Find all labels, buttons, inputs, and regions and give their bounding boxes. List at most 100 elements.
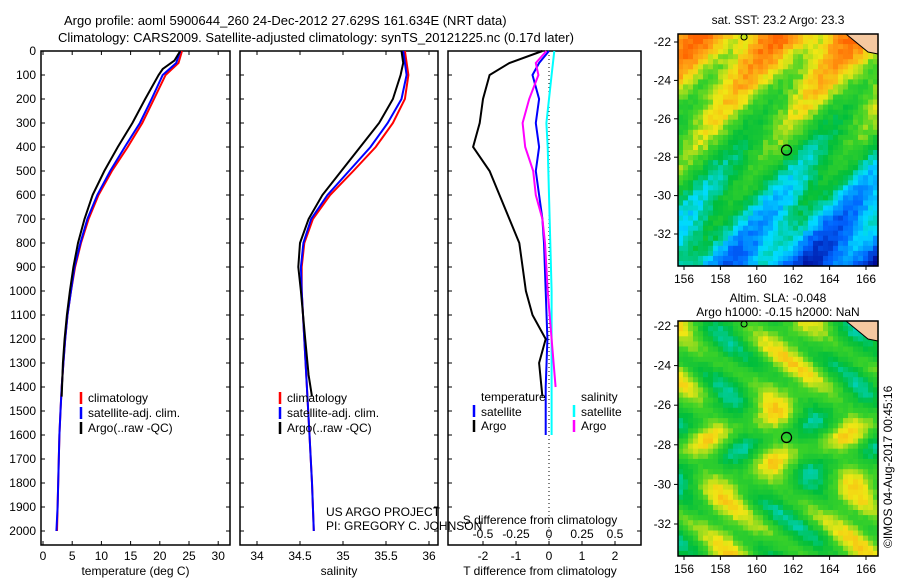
- map-cell: [818, 361, 824, 368]
- map-cell: [753, 356, 759, 363]
- map-cell: [783, 175, 789, 181]
- map-cell: [683, 114, 689, 121]
- map-cell: [768, 124, 774, 131]
- map-cell: [858, 255, 864, 262]
- map-cell: [768, 210, 774, 217]
- map-cell: [868, 155, 874, 161]
- map-cell: [688, 510, 694, 516]
- map-cell: [783, 489, 789, 496]
- map-cell: [683, 377, 689, 383]
- map-cell: [683, 392, 689, 399]
- map-cell: [868, 361, 874, 368]
- map-cell: [763, 230, 769, 237]
- map-cell: [758, 261, 764, 267]
- map-cell: [823, 515, 829, 521]
- map-cell: [713, 504, 719, 511]
- map-cell: [748, 134, 754, 141]
- map-cell: [868, 175, 874, 181]
- map-cell: [688, 160, 694, 166]
- map-cell: [708, 129, 714, 136]
- map-cell: [743, 438, 749, 445]
- map-cell: [813, 134, 819, 141]
- map-cell: [778, 464, 784, 470]
- map-cell: [798, 469, 804, 475]
- map-cell: [738, 392, 744, 399]
- map-cell: [793, 336, 799, 342]
- map-cell: [833, 474, 839, 480]
- map-cell: [828, 428, 834, 434]
- map-cell: [763, 235, 769, 242]
- map-cell: [743, 387, 749, 394]
- map-cell: [823, 336, 829, 342]
- map-cell: [748, 382, 754, 388]
- map-cell: [783, 550, 789, 557]
- map-cell: [718, 145, 724, 151]
- map-cell: [838, 205, 844, 212]
- map-cell: [713, 69, 719, 75]
- map-cell: [783, 145, 789, 151]
- map-cell: [763, 64, 769, 70]
- map-cell: [783, 464, 789, 470]
- map-cell: [678, 114, 684, 121]
- map-cell: [778, 321, 784, 327]
- map-cell: [818, 484, 824, 491]
- map-cell: [678, 372, 684, 378]
- map-cell: [688, 341, 694, 348]
- map-cell: [873, 377, 879, 383]
- map-cell: [838, 464, 844, 470]
- map-cell: [823, 382, 829, 388]
- map-cell: [708, 134, 714, 141]
- map-cell: [773, 510, 779, 516]
- map-cell: [843, 479, 849, 486]
- map-cell: [693, 331, 699, 337]
- map-cell: [698, 94, 704, 101]
- map-cell: [813, 504, 819, 511]
- map-cell: [683, 255, 689, 262]
- map-cell: [858, 377, 864, 383]
- map-cell: [813, 79, 819, 85]
- map-cell: [683, 49, 689, 55]
- map-cell: [873, 525, 879, 531]
- map-cell: [798, 535, 804, 542]
- map-cell: [798, 99, 804, 106]
- map-cell: [858, 545, 864, 552]
- map-cell: [788, 453, 794, 460]
- map-cell: [808, 54, 814, 60]
- map-cell: [768, 84, 774, 90]
- map-cell: [763, 499, 769, 506]
- map-cell: [728, 39, 734, 45]
- map-cell: [828, 139, 834, 146]
- map-cell: [708, 326, 714, 332]
- map-cell: [733, 124, 739, 131]
- map-cell: [788, 195, 794, 201]
- map-cell: [708, 540, 714, 547]
- map-cell: [843, 235, 849, 242]
- map-cell: [683, 74, 689, 80]
- map-cell: [758, 230, 764, 237]
- map-cell: [778, 458, 784, 465]
- map-cell: [723, 356, 729, 363]
- map-cell: [683, 205, 689, 212]
- map-cell: [798, 245, 804, 252]
- map-cell: [753, 494, 759, 501]
- map-cell: [848, 160, 854, 166]
- map-cell: [853, 195, 859, 201]
- map-cell: [818, 230, 824, 237]
- map-cell: [848, 205, 854, 212]
- map-cell: [718, 438, 724, 445]
- map-cell: [773, 413, 779, 419]
- map-cell: [793, 372, 799, 378]
- map-cell: [803, 44, 809, 50]
- map-cell: [858, 205, 864, 212]
- map-cell: [818, 69, 824, 75]
- map-cell: [833, 185, 839, 191]
- map-cell: [788, 479, 794, 486]
- map-cell: [798, 119, 804, 126]
- map-cell: [828, 210, 834, 217]
- map-cell: [773, 479, 779, 486]
- map-cell: [688, 407, 694, 414]
- map-cell: [813, 530, 819, 537]
- map-lon-label: 166: [856, 272, 876, 286]
- map-cell: [793, 89, 799, 96]
- map-cell: [808, 407, 814, 414]
